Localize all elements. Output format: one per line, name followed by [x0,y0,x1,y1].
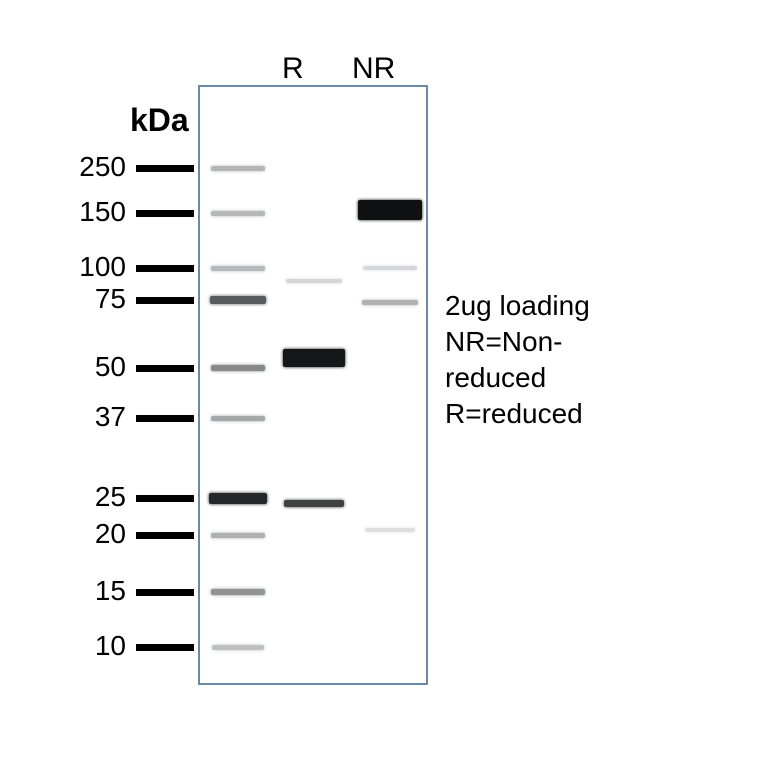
mw-dash-20 [136,532,194,539]
band-R-1 [283,349,345,367]
annotation-text: 2ug loadingNR=Non-reducedR=reduced [445,288,590,432]
band-R-2 [284,500,344,507]
mw-dash-37 [136,415,194,422]
mw-dash-25 [136,495,194,502]
band-NR-2 [362,300,418,305]
band-ladder-9 [212,645,264,650]
band-ladder-1 [211,211,265,216]
annotation-line: R=reduced [445,396,590,432]
band-NR-0 [358,200,422,220]
lane-ladder [209,85,267,685]
figure-container: R NR kDa 250 150 10075 50 37 25 20 15 10 2ug loa… [0,0,764,764]
mw-dash-75 [136,297,194,304]
annotation-line: 2ug loading [445,288,590,324]
mw-label-250: 250 [79,151,126,183]
band-ladder-6 [209,493,267,504]
lane-header-r: R [282,52,304,86]
band-ladder-0 [211,166,265,171]
mw-dash-100 [136,265,194,272]
band-ladder-2 [211,266,265,271]
mw-label-100: 100 [79,251,126,283]
mw-label-25: 25 [95,481,126,513]
lane-header-nr: NR [352,52,395,86]
unit-label-kda: kDa [130,102,189,139]
band-R-0 [286,279,342,283]
mw-dash-250 [136,165,194,172]
mw-label-15: 15 [95,575,126,607]
band-ladder-5 [211,416,265,421]
band-NR-1 [363,266,417,270]
band-ladder-4 [211,365,265,371]
mw-dash-50 [136,365,194,372]
mw-dash-10 [136,644,194,651]
lane-R [283,85,345,685]
mw-label-75: 75 [95,283,126,315]
lane-NR [359,85,421,685]
band-ladder-7 [211,533,265,538]
mw-label-50: 50 [95,351,126,383]
band-ladder-3 [210,296,266,304]
mw-label-150: 150 [79,196,126,228]
mw-label-10: 10 [95,630,126,662]
mw-dash-15 [136,589,194,596]
band-ladder-8 [211,589,265,595]
band-NR-3 [365,528,415,532]
mw-label-37: 37 [95,401,126,433]
annotation-line: NR=Non- [445,324,590,360]
annotation-line: reduced [445,360,590,396]
mw-label-20: 20 [95,518,126,550]
mw-dash-150 [136,210,194,217]
